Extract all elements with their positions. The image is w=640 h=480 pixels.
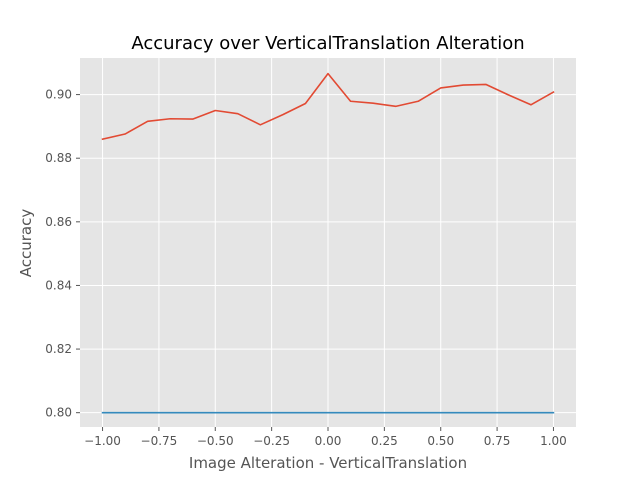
y-axis-ticks: 0.80 0.82 0.84 0.86 0.88 0.90 xyxy=(45,88,72,420)
x-tick-label: 1.00 xyxy=(540,434,567,448)
y-tick-label: 0.84 xyxy=(45,278,72,292)
series-line-1 xyxy=(101,72,555,141)
x-tick-label: 0.25 xyxy=(371,434,398,448)
y-tick-label: 0.88 xyxy=(45,151,72,165)
x-axis-ticks: −1.00 −0.75 −0.50 −0.25 0.00 0.25 0.50 0.75 1.00 xyxy=(84,434,567,448)
y-tick-label: 0.86 xyxy=(45,215,72,229)
y-tick-label: 0.90 xyxy=(45,88,72,102)
x-axis-label: Image Alteration - VerticalTranslation xyxy=(189,454,467,472)
x-tick-label: −0.50 xyxy=(197,434,234,448)
series-layer xyxy=(101,72,555,414)
y-tick-label: 0.82 xyxy=(45,342,72,356)
x-tick-label: 0.00 xyxy=(315,434,342,448)
tick-marks xyxy=(76,94,554,431)
y-tick-label: 0.80 xyxy=(45,406,72,420)
x-tick-label: 0.75 xyxy=(484,434,511,448)
x-tick-label: 0.50 xyxy=(427,434,454,448)
x-tick-label: −0.25 xyxy=(253,434,290,448)
grid-lines xyxy=(80,58,576,427)
x-tick-label: −1.00 xyxy=(84,434,121,448)
y-axis-label: Accuracy xyxy=(17,209,35,278)
x-tick-label: −0.75 xyxy=(141,434,178,448)
chart-title: Accuracy over VerticalTranslation Altera… xyxy=(131,33,524,54)
